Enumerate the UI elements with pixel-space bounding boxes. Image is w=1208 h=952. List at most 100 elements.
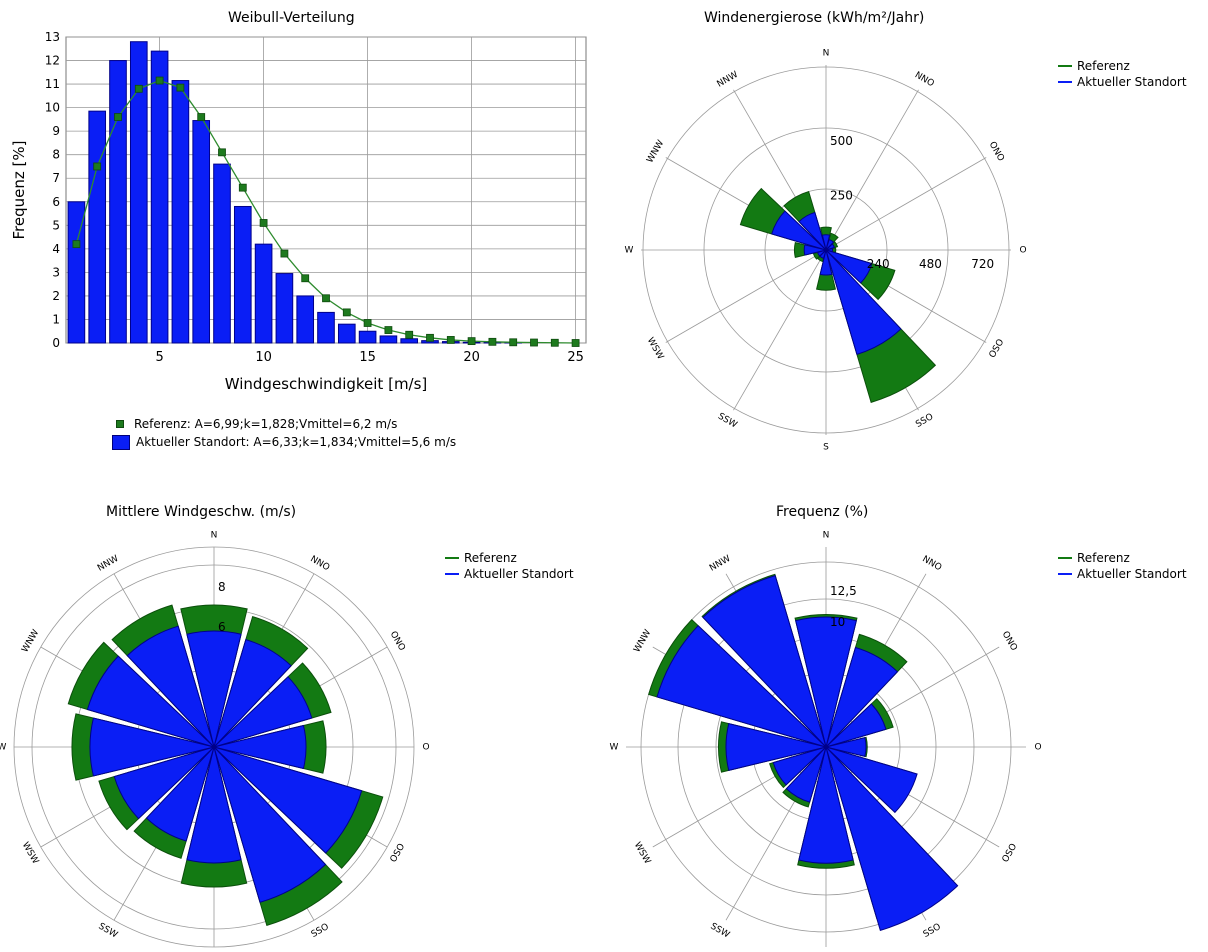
reference-point	[446, 336, 455, 344]
direction-label: W	[0, 743, 7, 753]
legend-current: Aktueller Standort	[445, 566, 574, 582]
y-tick-label: 0	[52, 336, 60, 350]
energy-rose-legend: Referenz Aktueller Standort	[1058, 58, 1187, 90]
direction-label: OSO	[1001, 842, 1020, 864]
bar	[67, 201, 86, 344]
current-wedge	[825, 243, 835, 251]
legend-reference: Referenz	[1058, 550, 1187, 566]
reference-point	[405, 330, 414, 339]
direction-label: N	[211, 531, 218, 541]
freq-rose-chart: NNNOONOOOSOSSOSSSWWSWWWNWNNW1012,5	[610, 531, 1042, 947]
speed-rose-chart: NNNOONOOOSOSSOSSSWWSWWWNWNNW68	[0, 531, 430, 948]
current-wedge	[213, 676, 313, 748]
current-wedge	[656, 624, 827, 748]
weibull-title: Weibull-Verteilung	[228, 10, 355, 26]
y-tick-label: 2	[52, 289, 60, 303]
x-axis-label: Windgeschwindigkeit [m/s]	[225, 375, 428, 393]
legend-current-label: Aktueller Standort	[1077, 75, 1187, 89]
current-wedge	[725, 723, 827, 771]
direction-label: ONO	[1000, 630, 1019, 653]
y-tick-label: 4	[52, 242, 60, 256]
legend-reference: Referenz	[445, 550, 574, 566]
radial-tick-label: 12,5	[830, 584, 857, 598]
current-wedge	[825, 238, 835, 251]
direction-label: WNW	[632, 628, 653, 654]
current-wedge	[825, 746, 959, 931]
legend-reference-label: Referenz	[1077, 59, 1130, 73]
direction-label: O	[1034, 743, 1041, 753]
direction-label: SSW	[716, 412, 739, 431]
y-tick-label: 12	[45, 54, 60, 68]
reference-point	[384, 326, 393, 334]
freq-rose-title: Frequenz (%)	[776, 504, 869, 520]
speed-rose-legend: Referenz Aktueller Standort	[445, 550, 574, 582]
direction-label: OSO	[389, 842, 408, 864]
current-wedge	[798, 746, 854, 864]
current-line-icon	[1058, 573, 1072, 575]
direction-spoke	[665, 249, 827, 343]
speed-rose-title: Mittlere Windgeschw. (m/s)	[106, 504, 297, 520]
y-tick-label: 3	[52, 265, 60, 279]
y-tick-label: 7	[52, 171, 60, 185]
legend-reference-label: Referenz	[1077, 551, 1130, 565]
y-tick-label: 8	[52, 148, 60, 162]
freq-rose-panel: Frequenz (%) NNNOONOOOSOSSOSSSWWSWWWNWNN…	[604, 480, 1208, 952]
y-tick-label: 5	[52, 218, 60, 232]
direction-label: NNO	[920, 554, 943, 573]
y-tick-label: 1	[52, 312, 60, 326]
radial-tick-label: 10	[830, 615, 845, 629]
reference-point	[72, 240, 81, 249]
bar	[379, 335, 398, 344]
direction-label: OSO	[988, 338, 1007, 360]
y-tick-label: 10	[45, 101, 60, 115]
current-wedge	[795, 616, 857, 748]
reference-point	[571, 339, 580, 347]
reference-point	[467, 337, 476, 346]
bar	[88, 110, 107, 344]
direction-label: W	[625, 246, 634, 256]
axis-tick-label: 480	[919, 257, 942, 271]
current-wedge	[113, 746, 215, 820]
direction-label: WSW	[645, 336, 665, 361]
current-wedge	[825, 646, 899, 748]
direction-spoke	[825, 157, 987, 251]
axis-tick-label: 240	[867, 257, 890, 271]
current-wedge	[89, 717, 215, 777]
radial-tick-label: 250	[830, 189, 853, 203]
direction-label: NNO	[308, 554, 331, 573]
energy-rose-title: Windenergierose (kWh/m²/Jahr)	[704, 10, 925, 26]
y-tick-label: 11	[45, 77, 60, 91]
current-line-icon	[1058, 81, 1072, 83]
legend-current-label: Aktueller Standort	[1077, 567, 1187, 581]
direction-label: ONO	[388, 630, 407, 653]
bar	[213, 163, 231, 344]
current-wedge	[213, 746, 327, 903]
reference-point	[238, 183, 247, 192]
direction-label: O	[1019, 246, 1026, 256]
reference-point	[363, 319, 372, 327]
current-wedge	[785, 746, 827, 803]
direction-label: O	[422, 743, 429, 753]
direction-label: SSO	[914, 412, 935, 430]
y-axis-label: Frequenz [%]	[10, 141, 28, 240]
reference-point	[322, 294, 330, 303]
weibull-panel: Weibull-Verteilung 0 1 2 3 4 5 6 7 8 9 10 11 12 13 5 10…	[0, 0, 600, 470]
direction-label: SSO	[310, 922, 331, 940]
current-wedge	[825, 703, 887, 748]
bar	[192, 120, 211, 344]
legend-reference: Referenz	[1058, 58, 1187, 74]
bar	[400, 338, 419, 344]
weibull-legend-current: Aktueller Standort: A=6,33;k=1,834;Vmitt…	[112, 433, 456, 451]
radial-tick-label: 500	[830, 134, 853, 148]
bar	[109, 60, 127, 344]
current-wedge	[798, 211, 827, 251]
radial-tick-label: 6	[218, 620, 226, 634]
reference-point	[134, 84, 143, 93]
direction-label: NNW	[716, 70, 740, 90]
y-tick-label: 13	[45, 30, 60, 44]
x-tick-label: 20	[463, 350, 480, 365]
direction-label: WSW	[632, 841, 652, 866]
current-wedge	[819, 249, 833, 276]
reference-point	[197, 113, 206, 121]
